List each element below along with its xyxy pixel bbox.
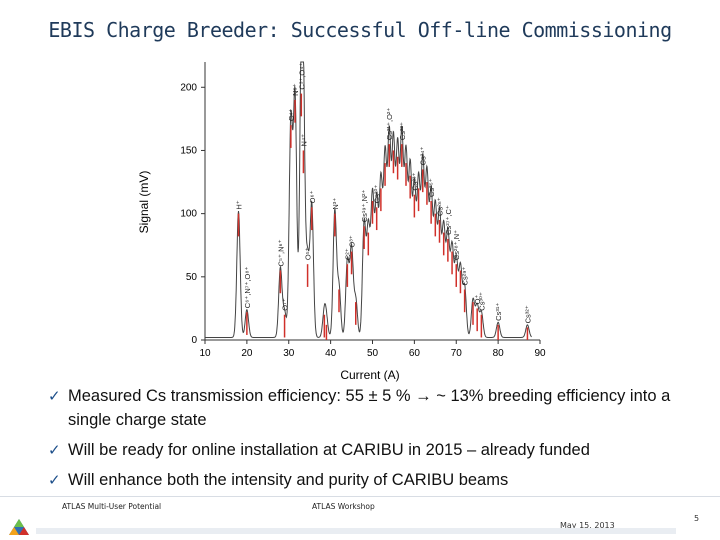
bullet-item: ✓ Will enhance both the intensity and pur… <box>48 468 688 492</box>
peak-label: Cs²⁸⁺,N⁺ <box>452 230 461 260</box>
peak-label: O⁺ <box>473 295 482 305</box>
x-tick-label: 10 <box>199 348 211 359</box>
peak-label: Cs²⁴⁺ <box>419 147 428 166</box>
peak-label: C⁵⁺,N⁶⁺ <box>276 239 285 266</box>
peak-label: Cs³²⁺ <box>523 305 532 323</box>
x-tick-label: 30 <box>283 348 295 359</box>
peak-label: O⁵⁺ <box>304 247 313 260</box>
x-tick-label: 50 <box>367 348 379 359</box>
peak-label: Cs²⁷⁺,C⁺ <box>444 205 453 235</box>
x-tick-label: 20 <box>241 348 253 359</box>
bullet-item: ✓ Will be ready for online installation a… <box>48 438 688 462</box>
y-tick-label: 100 <box>180 209 197 220</box>
bullet-text: Will be ready for online installation at… <box>68 441 590 459</box>
x-tick-label: 90 <box>534 348 546 359</box>
peak-label: N⁵⁺ <box>291 83 300 96</box>
x-axis-label: Current (A) <box>340 368 399 382</box>
peak-label: N³⁺ <box>331 198 340 210</box>
x-tick-label: 60 <box>409 348 421 359</box>
footer-left-text: ATLAS Multi-User Potential <box>62 502 162 511</box>
y-axis-label: Signal (mV) <box>137 171 151 234</box>
peak-label: Cs²⁰⁺ <box>373 185 382 204</box>
peak-label: Cs²³⁺ <box>410 173 419 191</box>
triangle-logo-icon <box>9 519 29 535</box>
peak-label: Cs¹⁹⁺,N²⁺ <box>360 189 369 222</box>
peak-label: C⁴⁺ <box>287 109 296 122</box>
chart-peak-labels: H⁺ C⁶⁺,N⁷⁺,O⁸⁺ C⁵⁺,N⁶⁺ O⁷⁺ C⁴⁺ N⁵⁺C³⁺,O⁴⁺ N⁴⁺ O… <box>235 63 533 324</box>
bullet-item: ✓ Measured Cs transmission efficiency: 55… <box>48 384 688 432</box>
chart-trace <box>205 61 532 340</box>
peak-label: Cs²¹⁺,O²⁺ <box>385 108 394 141</box>
check-icon: ✓ <box>48 441 61 459</box>
peak-label: C⁶⁺,N⁷⁺,O⁸⁺ <box>243 266 252 308</box>
peak-label: O⁶⁺ <box>308 190 317 203</box>
y-tick-label: 200 <box>180 82 197 93</box>
peak-label: H⁺ <box>235 200 244 209</box>
peak-label: O³⁺ <box>348 235 357 247</box>
bullet-text: Will enhance both the intensity and puri… <box>68 471 509 489</box>
check-icon: ✓ <box>48 471 61 489</box>
peak-label: Cs²²⁺ <box>398 122 407 140</box>
x-tick-label: 40 <box>325 348 337 359</box>
peak-label: Cs²⁶⁺ <box>436 197 445 216</box>
peak-label: O⁷⁺ <box>281 298 290 311</box>
peak-label: N⁴⁺ <box>299 134 308 147</box>
page-number: 5 <box>694 514 700 523</box>
x-tick-label: 70 <box>451 348 463 359</box>
check-icon: ✓ <box>48 387 61 405</box>
spectrum-trace <box>205 61 532 338</box>
peak-label: Cs²⁹⁺ <box>461 267 470 286</box>
bullet-text: Measured Cs transmission efficiency: 55 … <box>68 387 671 429</box>
peak-label: Cs³⁰⁺ <box>477 292 486 311</box>
bullet-list: ✓ Measured Cs transmission efficiency: 55… <box>48 384 688 498</box>
chart-svg: 10 20 30 40 50 60 70 80 90 0 50 100 150 200 H⁺ C⁶⁺,N⁷⁺… <box>137 61 546 382</box>
y-tick-label: 0 <box>191 335 197 346</box>
y-tick-label: 50 <box>186 272 198 283</box>
peak-label: Cs²⁵⁺ <box>427 178 436 197</box>
peak-label: Cs³¹⁺ <box>494 303 503 321</box>
spectrum-chart: 10 20 30 40 50 60 70 80 90 0 50 100 150 200 H⁺ C⁶⁺,N⁷⁺… <box>130 52 560 382</box>
slide-title: EBIS Charge Breeder: Successful Off-line… <box>48 18 672 42</box>
footer-bar <box>36 528 676 534</box>
x-tick-label: 80 <box>493 348 505 359</box>
peak-label: C²⁺ <box>343 248 352 260</box>
footer-mid-text: ATLAS Workshop <box>312 502 375 511</box>
y-tick-label: 150 <box>180 145 197 156</box>
footer-date: May 15, 2013 <box>560 521 615 530</box>
footer-divider <box>0 496 720 497</box>
peak-label: C³⁺,O⁴⁺ <box>297 63 306 90</box>
chart-axes: 10 20 30 40 50 60 70 80 90 0 50 100 150 200 <box>180 62 546 359</box>
